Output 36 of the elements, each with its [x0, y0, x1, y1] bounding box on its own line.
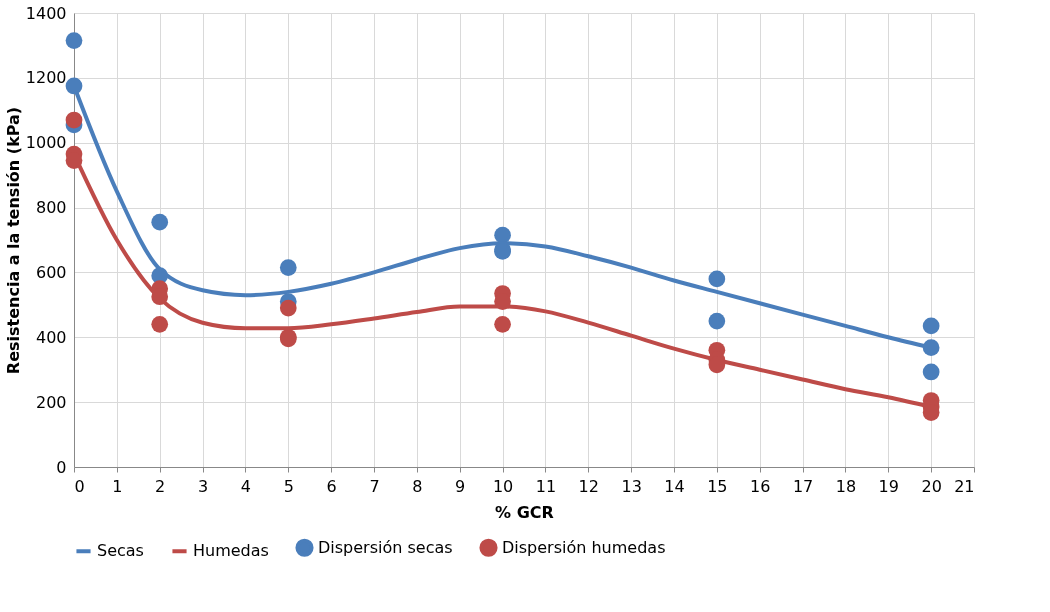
legend-label: Secas — [97, 541, 144, 561]
x-tick-label: 21 — [954, 476, 975, 496]
y-tick-label: 1200 — [25, 68, 67, 88]
x-tick-label: 13 — [621, 476, 642, 496]
x-axis-title: % GCR — [495, 502, 554, 522]
x-tick-label: 6 — [326, 476, 337, 496]
x-tick-label: 3 — [197, 476, 209, 496]
x-tick-label: 16 — [750, 476, 771, 496]
y-axis-title: Resistencia a la tensión (kPa) — [3, 106, 23, 375]
legend-label: Dispersión secas — [318, 537, 453, 557]
x-tick-label: 18 — [835, 476, 857, 496]
y-tick-label: 600 — [35, 262, 67, 282]
x-tick-label: 12 — [578, 476, 599, 496]
y-tick-label: 1400 — [25, 3, 67, 23]
x-tick-label: 0 — [74, 476, 85, 496]
legend-label: Humedas — [193, 541, 269, 561]
x-tick-label: 4 — [240, 476, 252, 496]
x-tick-label: 10 — [492, 476, 514, 496]
x-tick-label: 9 — [455, 476, 466, 496]
x-tick-label: 7 — [369, 476, 380, 496]
x-tick-label: 5 — [283, 476, 294, 496]
x-tick-label: 20 — [921, 476, 942, 496]
x-tick-label: 14 — [664, 476, 685, 496]
x-tick-label: 17 — [792, 476, 814, 496]
x-tick-label: 8 — [412, 476, 423, 496]
y-tick-label: 1000 — [25, 133, 67, 153]
y-tick-label: 200 — [35, 392, 67, 412]
x-tick-label: 1 — [112, 476, 123, 496]
y-tick-label: 0 — [56, 457, 67, 477]
x-tick-label: 11 — [535, 476, 557, 496]
x-tick-label: 2 — [155, 476, 166, 496]
y-tick-label: 800 — [35, 198, 67, 218]
y-tick-label: 400 — [35, 327, 67, 347]
x-tick-label: 15 — [707, 476, 728, 496]
legend-label: Dispersión humedas — [502, 537, 666, 557]
x-tick-label: 19 — [878, 476, 899, 496]
